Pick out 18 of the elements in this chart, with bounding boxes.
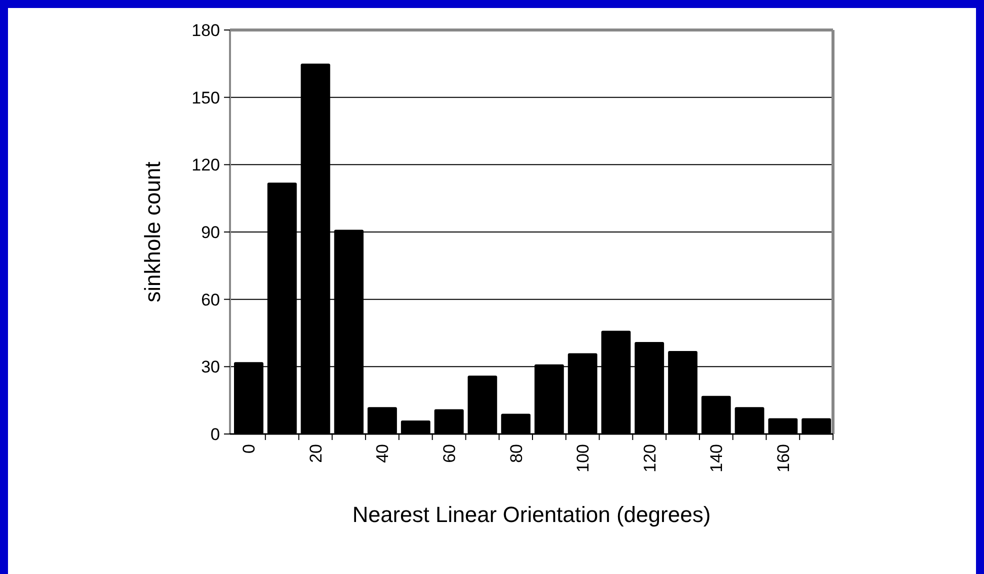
y-tick-label: 180	[192, 20, 220, 40]
y-tick-label: 60	[201, 290, 220, 310]
x-tick-label: 20	[306, 444, 326, 463]
x-tick-label: 120	[640, 444, 660, 472]
y-tick-label: 90	[201, 222, 220, 242]
x-tick-label: 80	[506, 444, 526, 463]
y-tick-label: 30	[201, 358, 220, 377]
x-tick-label: 160	[774, 444, 793, 472]
y-axis-title: sinkhole count	[140, 162, 165, 302]
x-tick-label: 40	[373, 444, 392, 463]
y-tick-label: 150	[192, 88, 220, 108]
x-tick-label: 60	[440, 444, 459, 463]
x-tick-label: 100	[574, 444, 593, 472]
y-tick-label: 120	[192, 156, 220, 175]
y-tick-label: 0	[210, 424, 220, 444]
x-tick-label: 140	[707, 444, 726, 472]
x-tick-label: 0	[240, 444, 259, 454]
x-axis-title: Nearest Linear Orientation (degrees)	[352, 502, 711, 527]
